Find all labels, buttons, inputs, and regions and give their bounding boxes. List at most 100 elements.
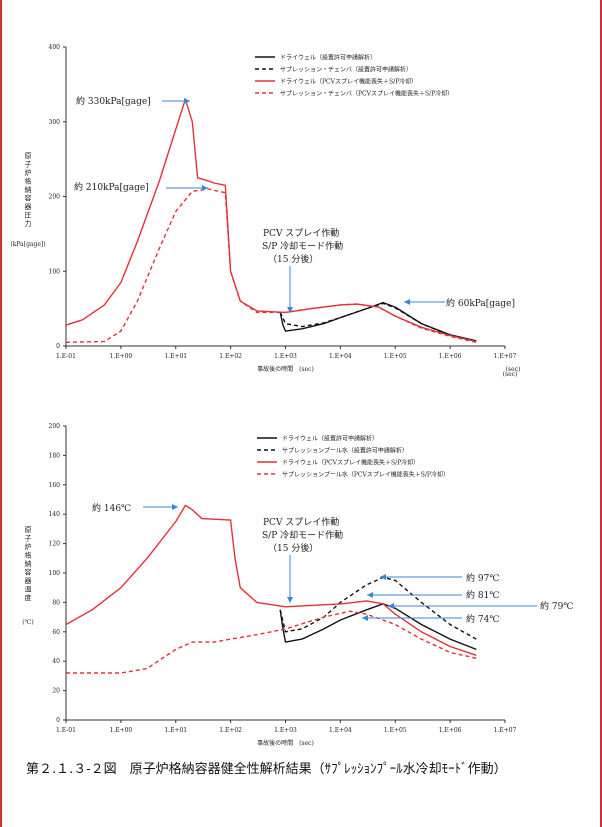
x-tick-label: 1.E-01 — [56, 727, 76, 734]
y-axis-label-char: 力 — [25, 219, 32, 228]
series-line-3 — [65, 188, 477, 343]
x-tick-label: 1.E+01 — [164, 727, 187, 734]
figure-caption: 第２.１.３-２図 原子炉格納容器健全性解析結果（ｻﾌﾟﾚｯｼｮﾝﾌﾟｰﾙ水冷却… — [26, 762, 507, 777]
arrow-146-head — [172, 504, 178, 510]
series-line-2 — [65, 98, 477, 343]
series-line-0 — [279, 603, 477, 651]
annotation-spray-2: PCV スプレイ作動 — [263, 516, 339, 528]
y-axis-label-char: 容 — [25, 568, 32, 577]
x-axis-label: 事故後の時間 (sec) — [257, 739, 314, 747]
x-tick-label: 1.E+00 — [109, 727, 132, 734]
y-tick-label: 0 — [56, 717, 60, 724]
y-tick-label: 40 — [52, 658, 60, 665]
x-tick-label: 1.E+05 — [384, 353, 407, 360]
y-axis-label-char: 容 — [25, 194, 32, 203]
x-tick-label: 1.E+07 — [494, 353, 517, 360]
y-tick-label: 80 — [52, 599, 60, 606]
series-line-1 — [279, 302, 477, 343]
x-tick-label: 1.E+03 — [274, 353, 297, 360]
annotation-97: 約 97℃ — [466, 572, 499, 584]
y-tick-label: 180 — [49, 452, 61, 459]
arrow-330-head — [184, 98, 190, 104]
x-tick-label: 1.E+03 — [274, 727, 297, 734]
y-tick-label: 200 — [49, 423, 61, 430]
legend-entry: ドライウェル（設置許可申請解析） — [282, 435, 378, 443]
y-axis-unit: (kPa[gage]) — [10, 241, 45, 248]
annotation-74: 約 74℃ — [466, 613, 499, 625]
x-axis-unit: (sec) — [506, 366, 521, 373]
arrow-97-head — [380, 574, 386, 580]
x-tick-label: 1.E+02 — [219, 353, 242, 360]
annotation-60: 約 60kPa[gage] — [446, 297, 515, 309]
x-tick-label: 1.E-01 — [56, 353, 76, 360]
x-tick-label: 1.E+06 — [439, 727, 462, 734]
legend-entry: サプレッション・チェンバ（PCVスプレイ機能喪失＋S/P冷却） — [280, 90, 453, 98]
y-axis-label-char: 器 — [25, 203, 32, 211]
annotation-peak-210: 約 210kPa[gage] — [74, 181, 149, 193]
y-tick-label: 60 — [52, 629, 60, 636]
y-tick-label: 200 — [49, 194, 61, 201]
y-axis-label-char: 温 — [25, 585, 32, 594]
legend-entry: サプレッションプール水（PCVスプレイ機能喪失＋S/P冷却） — [282, 471, 449, 479]
y-axis-label-char: 炉 — [25, 168, 32, 177]
x-tick-label: 1.E+00 — [109, 353, 132, 360]
y-tick-label: 140 — [49, 511, 61, 518]
y-axis-label-char: 子 — [25, 161, 32, 169]
x-tick-label: 1.E+04 — [329, 353, 352, 360]
arrow-210-head — [202, 185, 208, 191]
x-unit-extra: (sec) — [503, 371, 518, 378]
legend-entry: サプレッションプール水（設置許可申請解析） — [282, 447, 408, 455]
series-line-2 — [65, 504, 477, 656]
annotation-81: 約 81℃ — [466, 589, 499, 601]
legend-entry: ドライウェル（PCVスプレイ機能喪失＋S/P冷却） — [282, 459, 419, 467]
y-axis-label-char: 格 — [25, 177, 32, 186]
y-tick-label: 300 — [49, 119, 61, 126]
legend-entry: サプレッション・チェンバ（設置許可申請解析） — [280, 66, 412, 74]
annotation-79: 約 79℃ — [540, 600, 573, 612]
legend-entry: ドライウェル（設置許可申請解析） — [280, 54, 376, 62]
y-axis-label-char: 子 — [25, 535, 32, 543]
annotation-15min: （15 分後） — [268, 253, 318, 265]
y-tick-label: 120 — [49, 541, 61, 548]
y-axis-label-char: 納 — [25, 559, 32, 568]
annotation-peak-330: 約 330kPa[gage] — [76, 95, 151, 107]
annotation-sp-cooling-2: S/P 冷却モード作動 — [262, 529, 343, 541]
y-tick-label: 100 — [49, 570, 61, 577]
arrow-79-head — [388, 603, 394, 609]
y-axis-label-char: 炉 — [25, 542, 32, 551]
x-tick-label: 1.E+07 — [494, 727, 517, 734]
y-axis-label-char: 原 — [25, 526, 32, 534]
x-tick-label: 1.E+06 — [439, 353, 462, 360]
annotation-15min-2: （15 分後） — [268, 542, 318, 554]
y-axis-label-char: 度 — [25, 593, 32, 602]
y-axis-unit: (℃) — [22, 619, 33, 626]
x-tick-label: 1.E+01 — [164, 353, 187, 360]
arrow-spray-head — [287, 307, 293, 313]
series-line-3 — [66, 610, 477, 674]
y-axis-label-char: 納 — [25, 185, 32, 194]
x-tick-label: 1.E+04 — [329, 727, 352, 734]
annotation-spray: PCV スプレイ作動 — [263, 227, 339, 239]
y-tick-label: 400 — [49, 44, 61, 51]
arrow-60-head — [404, 299, 410, 305]
annotation-peak-146: 約 146℃ — [92, 502, 131, 514]
y-axis-label-char: 器 — [25, 577, 32, 585]
y-tick-label: 160 — [49, 482, 61, 489]
y-tick-label: 100 — [49, 268, 61, 275]
x-axis-label: 事故後の時間 (sec) — [257, 365, 314, 373]
y-axis-label-char: 圧 — [25, 212, 32, 220]
y-tick-label: 0 — [56, 343, 60, 350]
arrow-81-head — [367, 592, 373, 598]
y-axis-label-char: 原 — [25, 152, 32, 160]
y-tick-label: 20 — [52, 688, 60, 695]
arrow-74-head — [362, 615, 368, 621]
x-tick-label: 1.E+02 — [219, 727, 242, 734]
x-tick-label: 1.E+05 — [384, 727, 407, 734]
arrow-spray-2-head — [287, 597, 293, 603]
series-line-1 — [279, 576, 477, 640]
y-axis-label-char: 格 — [25, 551, 32, 560]
legend-entry: ドライウェル（PCVスプレイ機能喪失＋S/P冷却） — [280, 78, 417, 86]
annotation-sp-cooling: S/P 冷却モード作動 — [262, 240, 343, 252]
